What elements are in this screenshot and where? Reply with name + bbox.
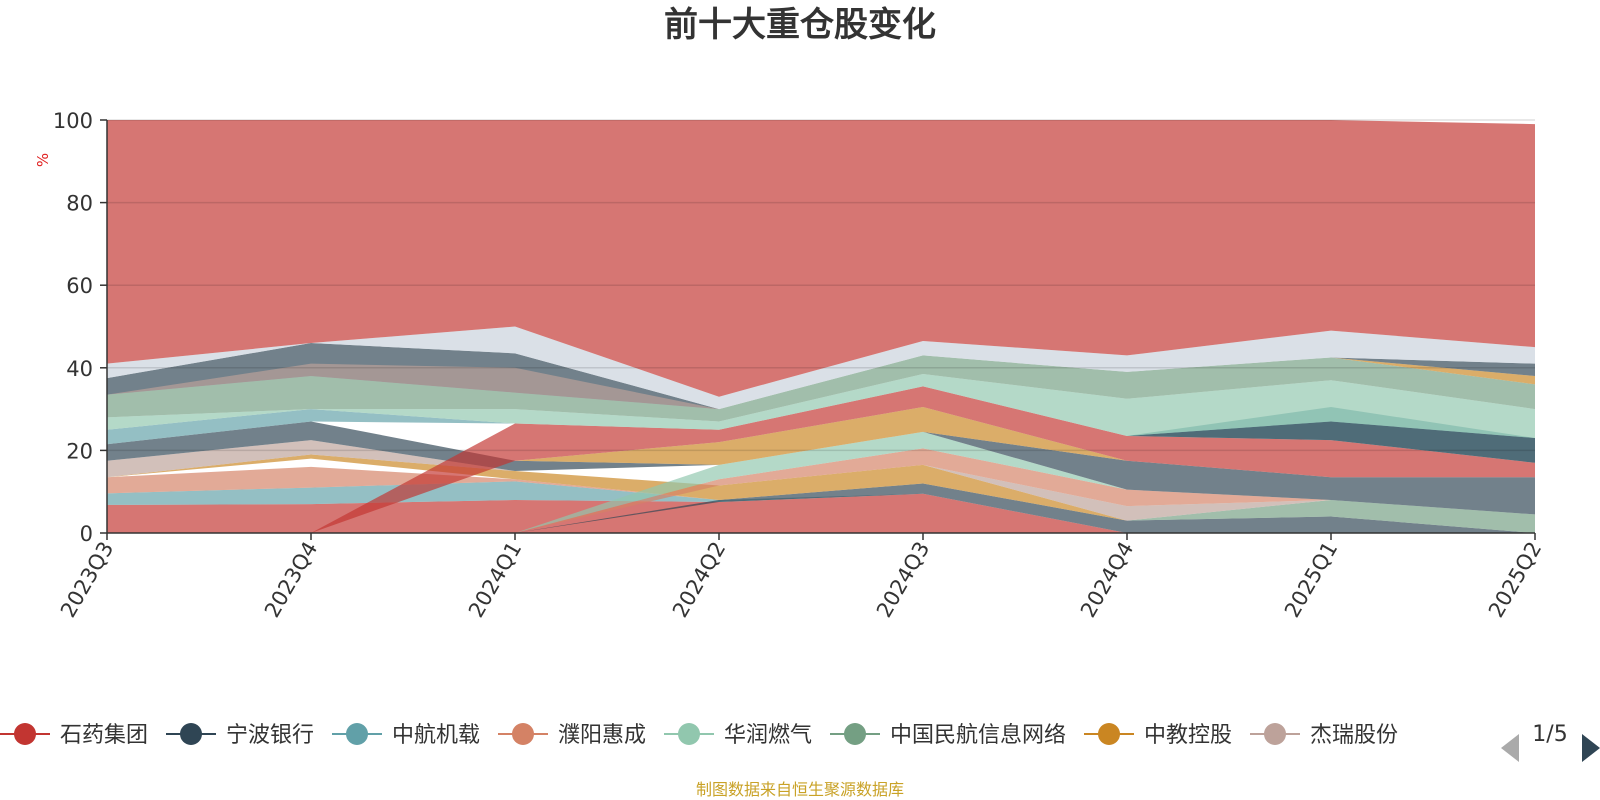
y-tick-label: 80 xyxy=(66,192,93,216)
plot-areas xyxy=(107,120,1535,533)
legend-marker xyxy=(180,723,202,745)
area-band-6 xyxy=(107,440,1535,521)
y-tick-label: 100 xyxy=(53,109,93,133)
x-tick-label: 2023Q3 xyxy=(56,538,118,622)
area-band-7 xyxy=(107,448,1535,533)
legend-marker xyxy=(14,723,36,745)
area-band-4 xyxy=(107,499,1535,533)
legend-item[interactable]: 华润燃气 xyxy=(664,723,812,748)
legend-marker xyxy=(512,723,534,745)
area-band-1 xyxy=(107,481,1535,533)
area-band-20 xyxy=(107,120,1535,397)
legend-item[interactable]: 宁波银行 xyxy=(166,723,314,748)
legend-marker xyxy=(678,723,700,745)
legend-marker xyxy=(1264,723,1286,745)
area-band-19 xyxy=(107,326,1535,410)
legend-label: 中航机载 xyxy=(392,723,480,748)
legend: 石药集团 宁波银行 中航机载 濮阳惠成 华润燃气 中国民航信息网络 中教控股 杰瑞股份 xyxy=(0,723,1398,748)
x-tick-label: 2025Q1 xyxy=(1280,538,1342,622)
footer-source: 制图数据来自恒生聚源数据库 xyxy=(696,780,904,799)
x-tick-label: 2024Q2 xyxy=(668,538,730,622)
legend-item[interactable]: 中国民航信息网络 xyxy=(830,723,1066,748)
area-band-14 xyxy=(107,373,1535,439)
x-tick-label: 2024Q1 xyxy=(464,538,526,622)
legend-label: 华润燃气 xyxy=(724,723,812,748)
area-band-18 xyxy=(107,355,1535,410)
legend-item[interactable]: 中教控股 xyxy=(1084,723,1232,748)
pager-next-icon[interactable] xyxy=(1582,734,1600,762)
x-tick-label: 2023Q4 xyxy=(260,538,322,622)
legend-marker xyxy=(1098,723,1120,745)
area-band-10 xyxy=(107,407,1535,533)
legend-item[interactable]: 濮阳惠成 xyxy=(498,723,646,748)
y-axis-label: % xyxy=(34,153,52,167)
pager-prev-icon[interactable] xyxy=(1501,734,1519,762)
legend-label: 濮阳惠成 xyxy=(558,723,646,748)
area-band-15 xyxy=(107,355,1535,422)
pager-page-text: 1/5 xyxy=(1532,722,1567,747)
y-tick-label: 60 xyxy=(66,274,93,298)
x-tick-label: 2025Q2 xyxy=(1484,538,1546,622)
y-tick-label: 0 xyxy=(80,522,93,546)
area-band-13 xyxy=(107,421,1535,533)
x-tick-label: 2024Q3 xyxy=(872,538,934,622)
area-band-0 xyxy=(107,493,1535,533)
legend-label: 中国民航信息网络 xyxy=(890,723,1066,748)
legend-label: 杰瑞股份 xyxy=(1310,723,1398,748)
grid-lines xyxy=(107,119,1535,452)
chart-title: 前十大重仓股变化 xyxy=(664,5,936,45)
area-band-2 xyxy=(107,466,1535,533)
area-band-11 xyxy=(107,386,1535,533)
legend-label: 宁波银行 xyxy=(226,723,314,748)
y-tick-label: 40 xyxy=(66,357,93,381)
legend-label: 中教控股 xyxy=(1144,723,1232,748)
legend-marker xyxy=(346,723,368,745)
legend-item[interactable]: 杰瑞股份 xyxy=(1250,723,1398,748)
y-tick-label: 20 xyxy=(66,439,93,463)
legend-item[interactable]: 中航机载 xyxy=(332,723,480,748)
legend-item[interactable]: 石药集团 xyxy=(0,723,148,748)
legend-pager: 1/5 xyxy=(1501,722,1600,762)
area-band-17 xyxy=(107,343,1535,410)
legend-label: 石药集团 xyxy=(60,723,148,748)
x-tick-label: 2024Q4 xyxy=(1076,538,1138,622)
area-band-9 xyxy=(107,421,1535,515)
legend-marker xyxy=(844,723,866,745)
area-band-8 xyxy=(107,431,1535,533)
area-band-3 xyxy=(107,483,1535,533)
legend-items: 石药集团 宁波银行 中航机载 濮阳惠成 华润燃气 中国民航信息网络 中教控股 杰瑞股份 xyxy=(0,723,1398,748)
